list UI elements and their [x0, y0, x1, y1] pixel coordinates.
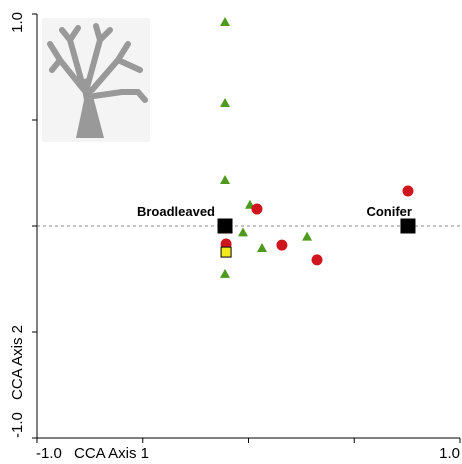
- tree-icon: [42, 18, 150, 142]
- square-point: [220, 246, 232, 258]
- triangle-point: [220, 174, 231, 184]
- circle-point: [276, 239, 288, 251]
- point-label: Broadleaved: [137, 204, 215, 219]
- triangle-point: [302, 231, 313, 241]
- point-label: Conifer: [366, 204, 412, 219]
- square-point: [400, 218, 416, 234]
- y-axis-title: CCA Axis 2: [9, 325, 26, 400]
- circle-point: [251, 203, 263, 215]
- x-axis-title: CCA Axis 1: [74, 445, 149, 462]
- square-point: [217, 218, 233, 234]
- triangle-point: [220, 98, 231, 108]
- y-tick-label: -1.0: [9, 412, 26, 438]
- triangle-point: [220, 17, 231, 27]
- x-tick-label: 1.0: [439, 445, 460, 462]
- triangle-point: [220, 268, 231, 278]
- y-tick-label: 1.0: [9, 12, 26, 33]
- triangle-point: [238, 227, 249, 237]
- x-tick-label: -1.0: [36, 445, 62, 462]
- circle-point: [311, 254, 323, 266]
- circle-point: [402, 185, 414, 197]
- triangle-point: [257, 243, 268, 253]
